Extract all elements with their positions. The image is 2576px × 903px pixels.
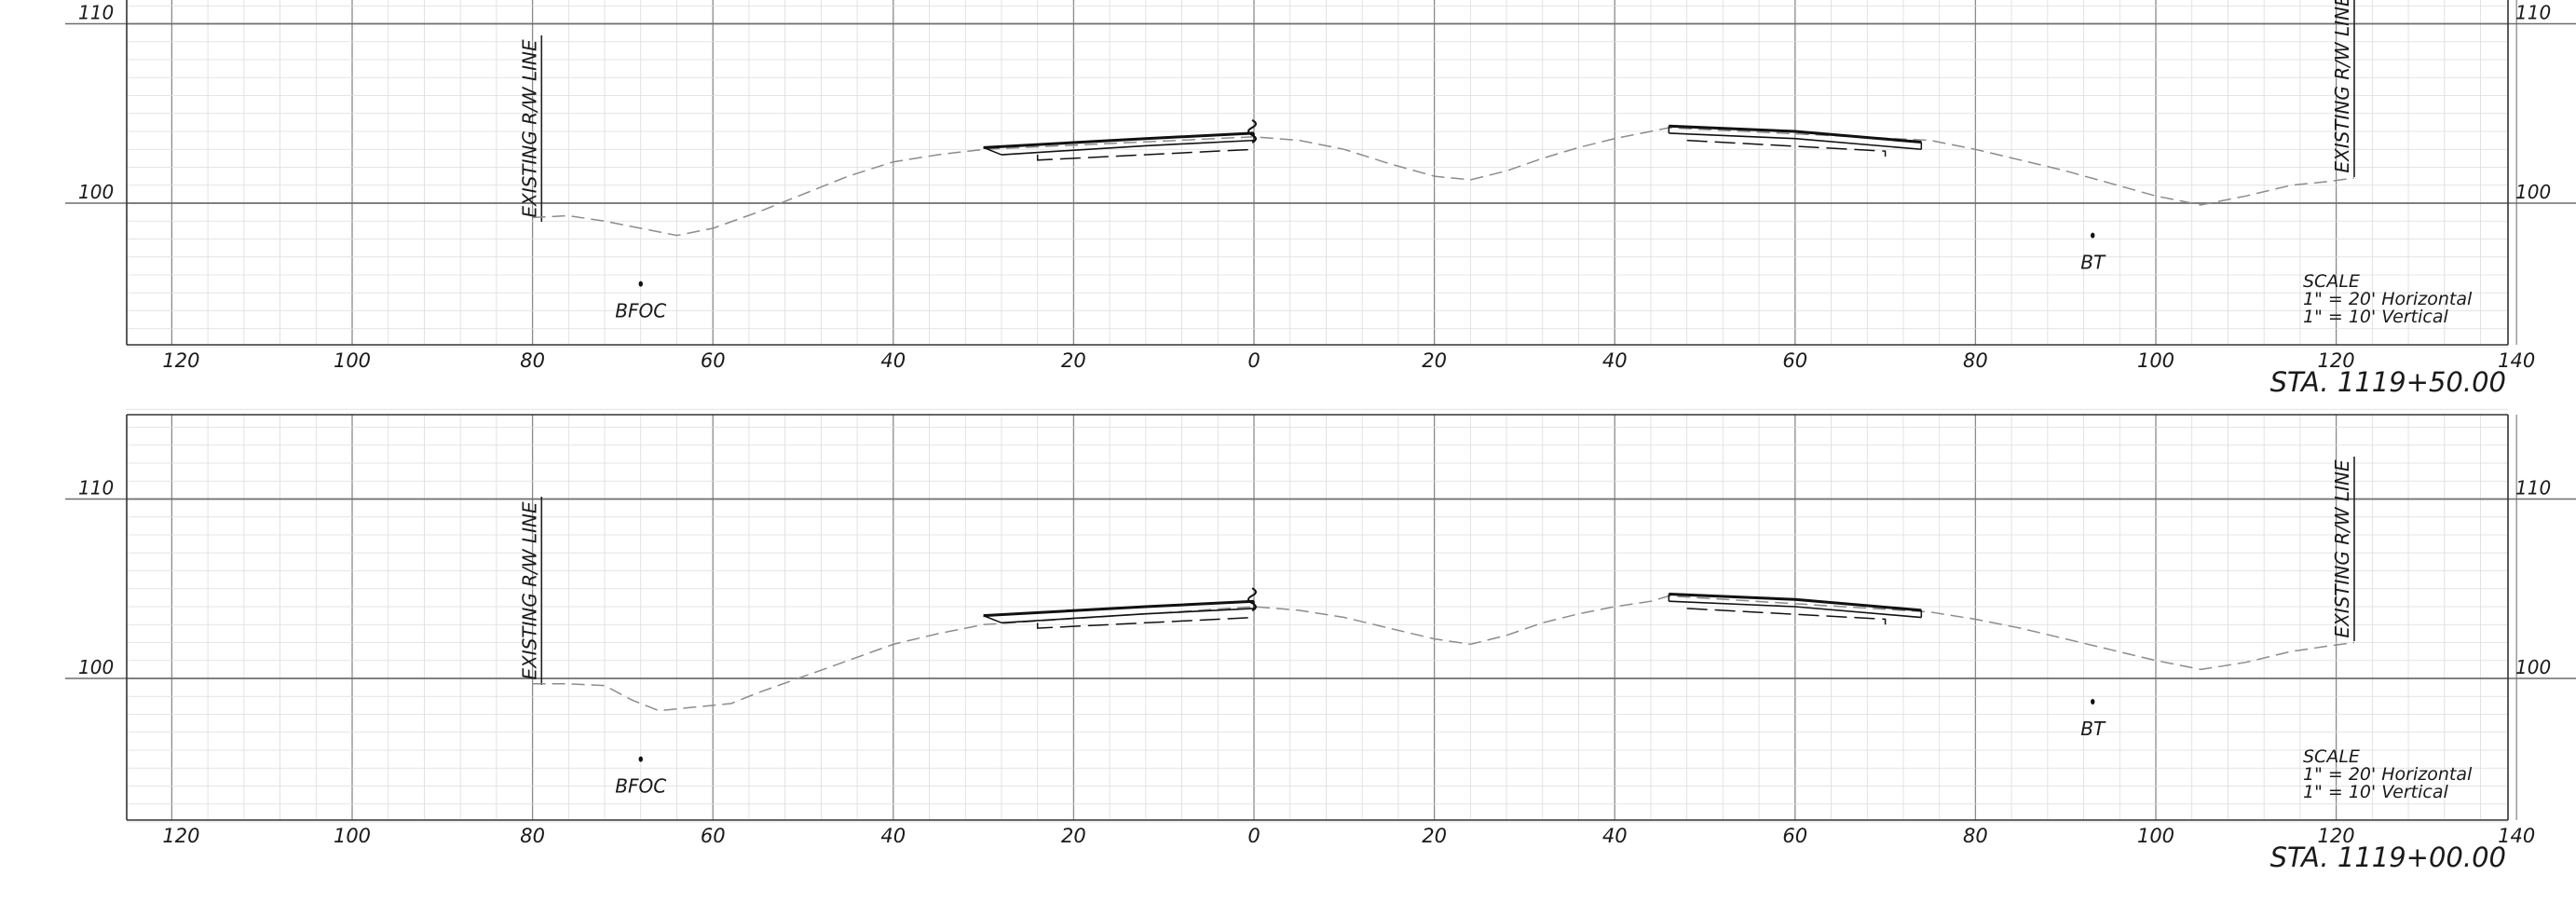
left-roadway-section (983, 599, 1255, 629)
survey-point-label: BT (2080, 718, 2106, 740)
elevation-label-right: 110 (2515, 477, 2551, 499)
offset-label: 140 (2498, 825, 2535, 847)
scale-title: SCALE (2303, 271, 2360, 292)
pavement-base (1669, 132, 1922, 151)
right-roadway-section (1668, 593, 1923, 625)
offset-label: 40 (1602, 349, 1628, 372)
elevation-label-left: 100 (78, 181, 114, 203)
left-roadway-section (983, 131, 1255, 161)
cross-section-panel-top: 110 110 100 100 120 100 80 60 40 20 0 20 40 60 80 100 12… (65, 0, 2576, 398)
survey-point-icon (638, 756, 643, 762)
offset-label: 120 (2318, 349, 2355, 372)
elevation-label-right: 100 (2515, 181, 2551, 203)
section-edge (983, 146, 1002, 156)
subgrade-line (1036, 616, 1255, 629)
elevation-label-left: 100 (78, 656, 114, 678)
right-of-way-label: EXISTING R/W LINE (518, 501, 540, 680)
offset-label: 80 (1963, 825, 1988, 847)
offset-label: 60 (701, 825, 726, 847)
survey-point-label: BT (2080, 252, 2106, 274)
offset-label: 120 (162, 825, 199, 847)
elevation-label-left: 110 (78, 477, 114, 499)
right-roadway-section (1668, 124, 1923, 157)
scale-line: 1" = 10' Vertical (2303, 307, 2448, 327)
offset-label: 20 (1061, 349, 1086, 372)
elevation-label-left: 110 (78, 2, 114, 24)
survey-point-label: BFOC (615, 300, 666, 322)
station-label: STA. 1119+00.00 (2270, 841, 2506, 873)
centerline-mark (1247, 119, 1257, 144)
pavement-base (1669, 600, 1922, 619)
survey-point-icon (2091, 232, 2095, 239)
existing-ground-line (532, 595, 2355, 712)
pavement-surface (1669, 593, 1922, 612)
offset-label: 120 (2318, 825, 2355, 847)
offset-label: 80 (520, 825, 545, 847)
right-of-way-label: EXISTING R/W LINE (2331, 0, 2353, 173)
offset-label: 40 (1602, 825, 1628, 847)
offset-label: 60 (1782, 349, 1807, 372)
centerline-icon (1247, 587, 1257, 612)
cross-section-panel-bottom: 110 110 100 100 120 100 80 60 40 20 0 20 40 60 80 100 12… (65, 408, 2576, 873)
survey-point-icon (638, 280, 643, 287)
right-of-way-label: EXISTING R/W LINE (2331, 459, 2353, 638)
pavement-surface (983, 131, 1255, 149)
scale-line: 1" = 10' Vertical (2303, 782, 2448, 802)
scale-line: 1" = 20' Horizontal (2303, 764, 2473, 785)
elevation-label-right: 100 (2515, 656, 2551, 678)
offset-label: 40 (880, 349, 906, 372)
pavement-base (1001, 139, 1255, 156)
grid (65, 408, 2576, 823)
offset-label: 100 (2137, 349, 2174, 372)
centerline-icon (1247, 119, 1257, 144)
offset-label: 20 (1422, 349, 1447, 372)
offset-label: 80 (1963, 349, 1988, 372)
pavement-surface (983, 599, 1255, 618)
station-label: STA. 1119+50.00 (2270, 366, 2506, 398)
offset-label: 120 (162, 349, 199, 372)
offset-label: 20 (1061, 825, 1086, 847)
right-of-way-label: EXISTING R/W LINE (518, 39, 540, 218)
pavement-base (1001, 608, 1255, 624)
offset-label: 140 (2498, 349, 2535, 372)
subgrade-line (1686, 608, 1887, 625)
offset-label: 80 (520, 349, 545, 372)
scale-line: 1" = 20' Horizontal (2303, 289, 2473, 309)
offset-label: 100 (334, 349, 371, 372)
grid (65, 0, 2576, 348)
elevation-label-right: 110 (2515, 2, 2551, 24)
offset-label: 20 (1422, 825, 1447, 847)
offset-label: 100 (334, 825, 371, 847)
offset-label: 0 (1247, 825, 1260, 847)
subgrade-line (1686, 139, 1887, 157)
offset-label: 40 (880, 825, 906, 847)
pavement-surface (1669, 124, 1922, 144)
existing-ground-line (532, 127, 2355, 237)
survey-point-label: BFOC (615, 775, 666, 798)
offset-label: 0 (1247, 349, 1260, 372)
offset-label: 60 (1782, 825, 1807, 847)
centerline-mark (1247, 587, 1257, 612)
subgrade-line (1036, 148, 1255, 161)
offset-label: 100 (2137, 825, 2174, 847)
offset-label: 60 (701, 349, 726, 372)
section-edge (983, 614, 1002, 624)
survey-point-icon (2091, 699, 2095, 705)
scale-title: SCALE (2303, 746, 2360, 767)
